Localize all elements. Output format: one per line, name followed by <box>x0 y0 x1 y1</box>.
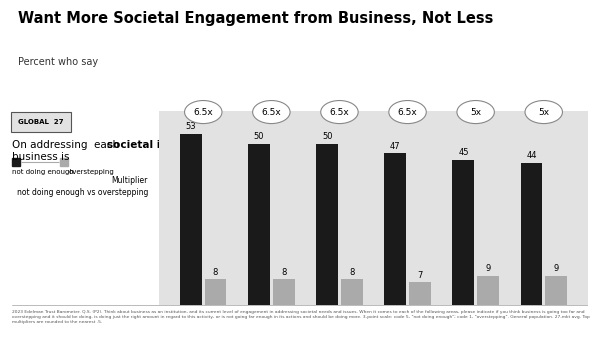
Bar <box>60 157 68 165</box>
Bar <box>452 160 474 305</box>
Bar <box>521 163 542 305</box>
Text: 45: 45 <box>458 148 469 157</box>
Text: not doing enough: not doing enough <box>12 168 74 175</box>
Ellipse shape <box>321 100 358 124</box>
Text: 5x: 5x <box>470 108 481 117</box>
Text: 6.5x: 6.5x <box>398 108 418 117</box>
Text: 50: 50 <box>322 132 332 141</box>
Text: societal issue: societal issue <box>107 141 187 151</box>
Bar <box>248 144 270 305</box>
Bar <box>205 279 226 305</box>
Text: Percent who say: Percent who say <box>18 57 98 67</box>
Bar <box>341 279 362 305</box>
Text: 9: 9 <box>485 264 491 273</box>
Text: 6.5x: 6.5x <box>262 108 281 117</box>
Text: 47: 47 <box>390 142 401 151</box>
Ellipse shape <box>389 100 426 124</box>
Text: 44: 44 <box>526 151 537 160</box>
Text: Multiplier
not doing enough vs overstepping: Multiplier not doing enough vs overstepp… <box>17 176 148 197</box>
Text: Want More Societal Engagement from Business, Not Less: Want More Societal Engagement from Busin… <box>18 11 493 26</box>
Ellipse shape <box>185 100 222 124</box>
Ellipse shape <box>525 100 562 124</box>
Text: 5x: 5x <box>538 108 550 117</box>
Bar <box>12 157 20 165</box>
Text: On addressing  each: On addressing each <box>12 141 122 151</box>
Bar <box>273 279 295 305</box>
Bar <box>385 153 406 305</box>
Text: 8: 8 <box>281 268 286 277</box>
Text: 8: 8 <box>349 268 355 277</box>
Text: 53: 53 <box>185 122 196 131</box>
Bar <box>545 276 567 305</box>
Text: ,: , <box>167 141 170 151</box>
Text: 50: 50 <box>254 132 265 141</box>
Text: 7: 7 <box>417 271 422 280</box>
Bar <box>316 144 338 305</box>
Ellipse shape <box>457 100 494 124</box>
Text: 6.5x: 6.5x <box>193 108 213 117</box>
FancyBboxPatch shape <box>11 113 71 132</box>
Ellipse shape <box>253 100 290 124</box>
Text: 6.5x: 6.5x <box>329 108 349 117</box>
Text: business is: business is <box>12 152 70 161</box>
Bar <box>409 282 431 305</box>
Text: overstepping: overstepping <box>69 168 115 175</box>
Bar <box>180 134 202 305</box>
Text: 2023 Edelman Trust Barometer. Q.S. (P2). Think about business as an institution,: 2023 Edelman Trust Barometer. Q.S. (P2).… <box>12 310 590 324</box>
Bar <box>477 276 499 305</box>
Text: 9: 9 <box>553 264 559 273</box>
Text: GLOBAL  27: GLOBAL 27 <box>18 119 64 125</box>
Text: 8: 8 <box>213 268 218 277</box>
